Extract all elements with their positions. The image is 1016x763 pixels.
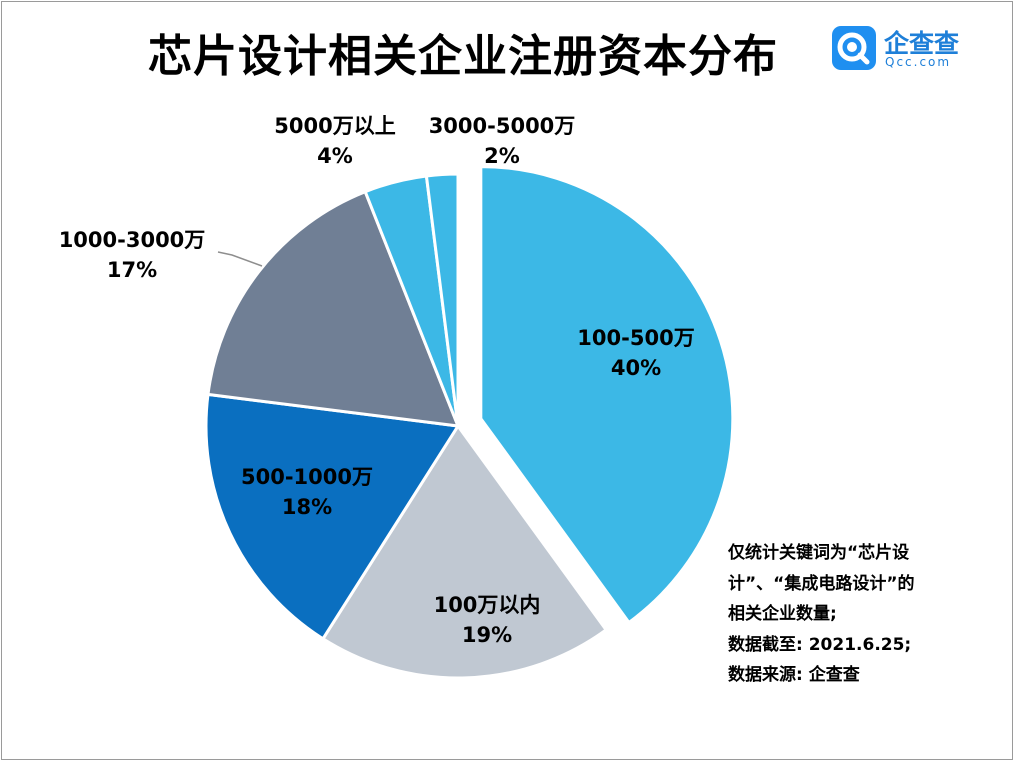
slice-label-pct: 40% — [610, 356, 662, 380]
pie-slice — [424, 172, 460, 427]
footnote-line: 数据来源: 企查查 — [728, 665, 860, 685]
slice-label-text: 100-500万 — [577, 326, 695, 350]
slice-label-pct: 4% — [317, 144, 353, 168]
slice-label-text: 5000万以上 — [274, 114, 396, 138]
slice-label-over-5000: 5000万以上 4% — [274, 111, 395, 171]
slice-label-1000-3000: 1000-3000万 17% — [59, 225, 206, 285]
slice-label-pct: 18% — [281, 495, 333, 519]
logo-name: 企查查 — [884, 29, 960, 58]
slice-label-pct: 2% — [484, 144, 520, 168]
footnote-line: 仅统计关键词为“芯片设 — [728, 543, 910, 563]
pie-slice — [206, 189, 461, 428]
leader-line — [217, 251, 263, 267]
slice-label-500-1000: 500-1000万 18% — [241, 462, 373, 522]
footnote-line: 数据截至: 2021.6.25; — [728, 634, 912, 655]
footnote-line: 计”、“集成电路设计”的 — [728, 573, 915, 594]
slice-label-under-100: 100万以内 19% — [434, 590, 541, 650]
pie-slice — [320, 423, 609, 680]
logo-domain: Qcc.com — [885, 55, 952, 69]
slice-label-100-500: 100-500万 40% — [577, 323, 694, 383]
footnote-line: 相关企业数量; — [728, 604, 837, 624]
slice-label-pct: 19% — [461, 623, 513, 647]
slice-label-text: 1000-3000万 — [58, 228, 206, 252]
chart-title: 芯片设计相关企业注册资本分布 — [148, 31, 778, 82]
qcc-logo-icon — [832, 26, 876, 70]
slice-label-pct: 17% — [106, 258, 158, 282]
slice-label-text: 500-1000万 — [241, 465, 373, 489]
qcc-logo: 企查查 Qcc.com — [832, 26, 992, 72]
slice-label-3000-5000: 3000-5000万 2% — [429, 111, 576, 171]
pie-slice — [479, 165, 735, 625]
footnote: 仅统计关键词为“芯片设 计”、“集成电路设计”的 相关企业数量; 数据截至: 2… — [728, 538, 990, 691]
slice-label-text: 100万以内 — [433, 593, 541, 617]
pie-slice — [204, 392, 461, 641]
slice-label-text: 3000-5000万 — [428, 114, 576, 138]
